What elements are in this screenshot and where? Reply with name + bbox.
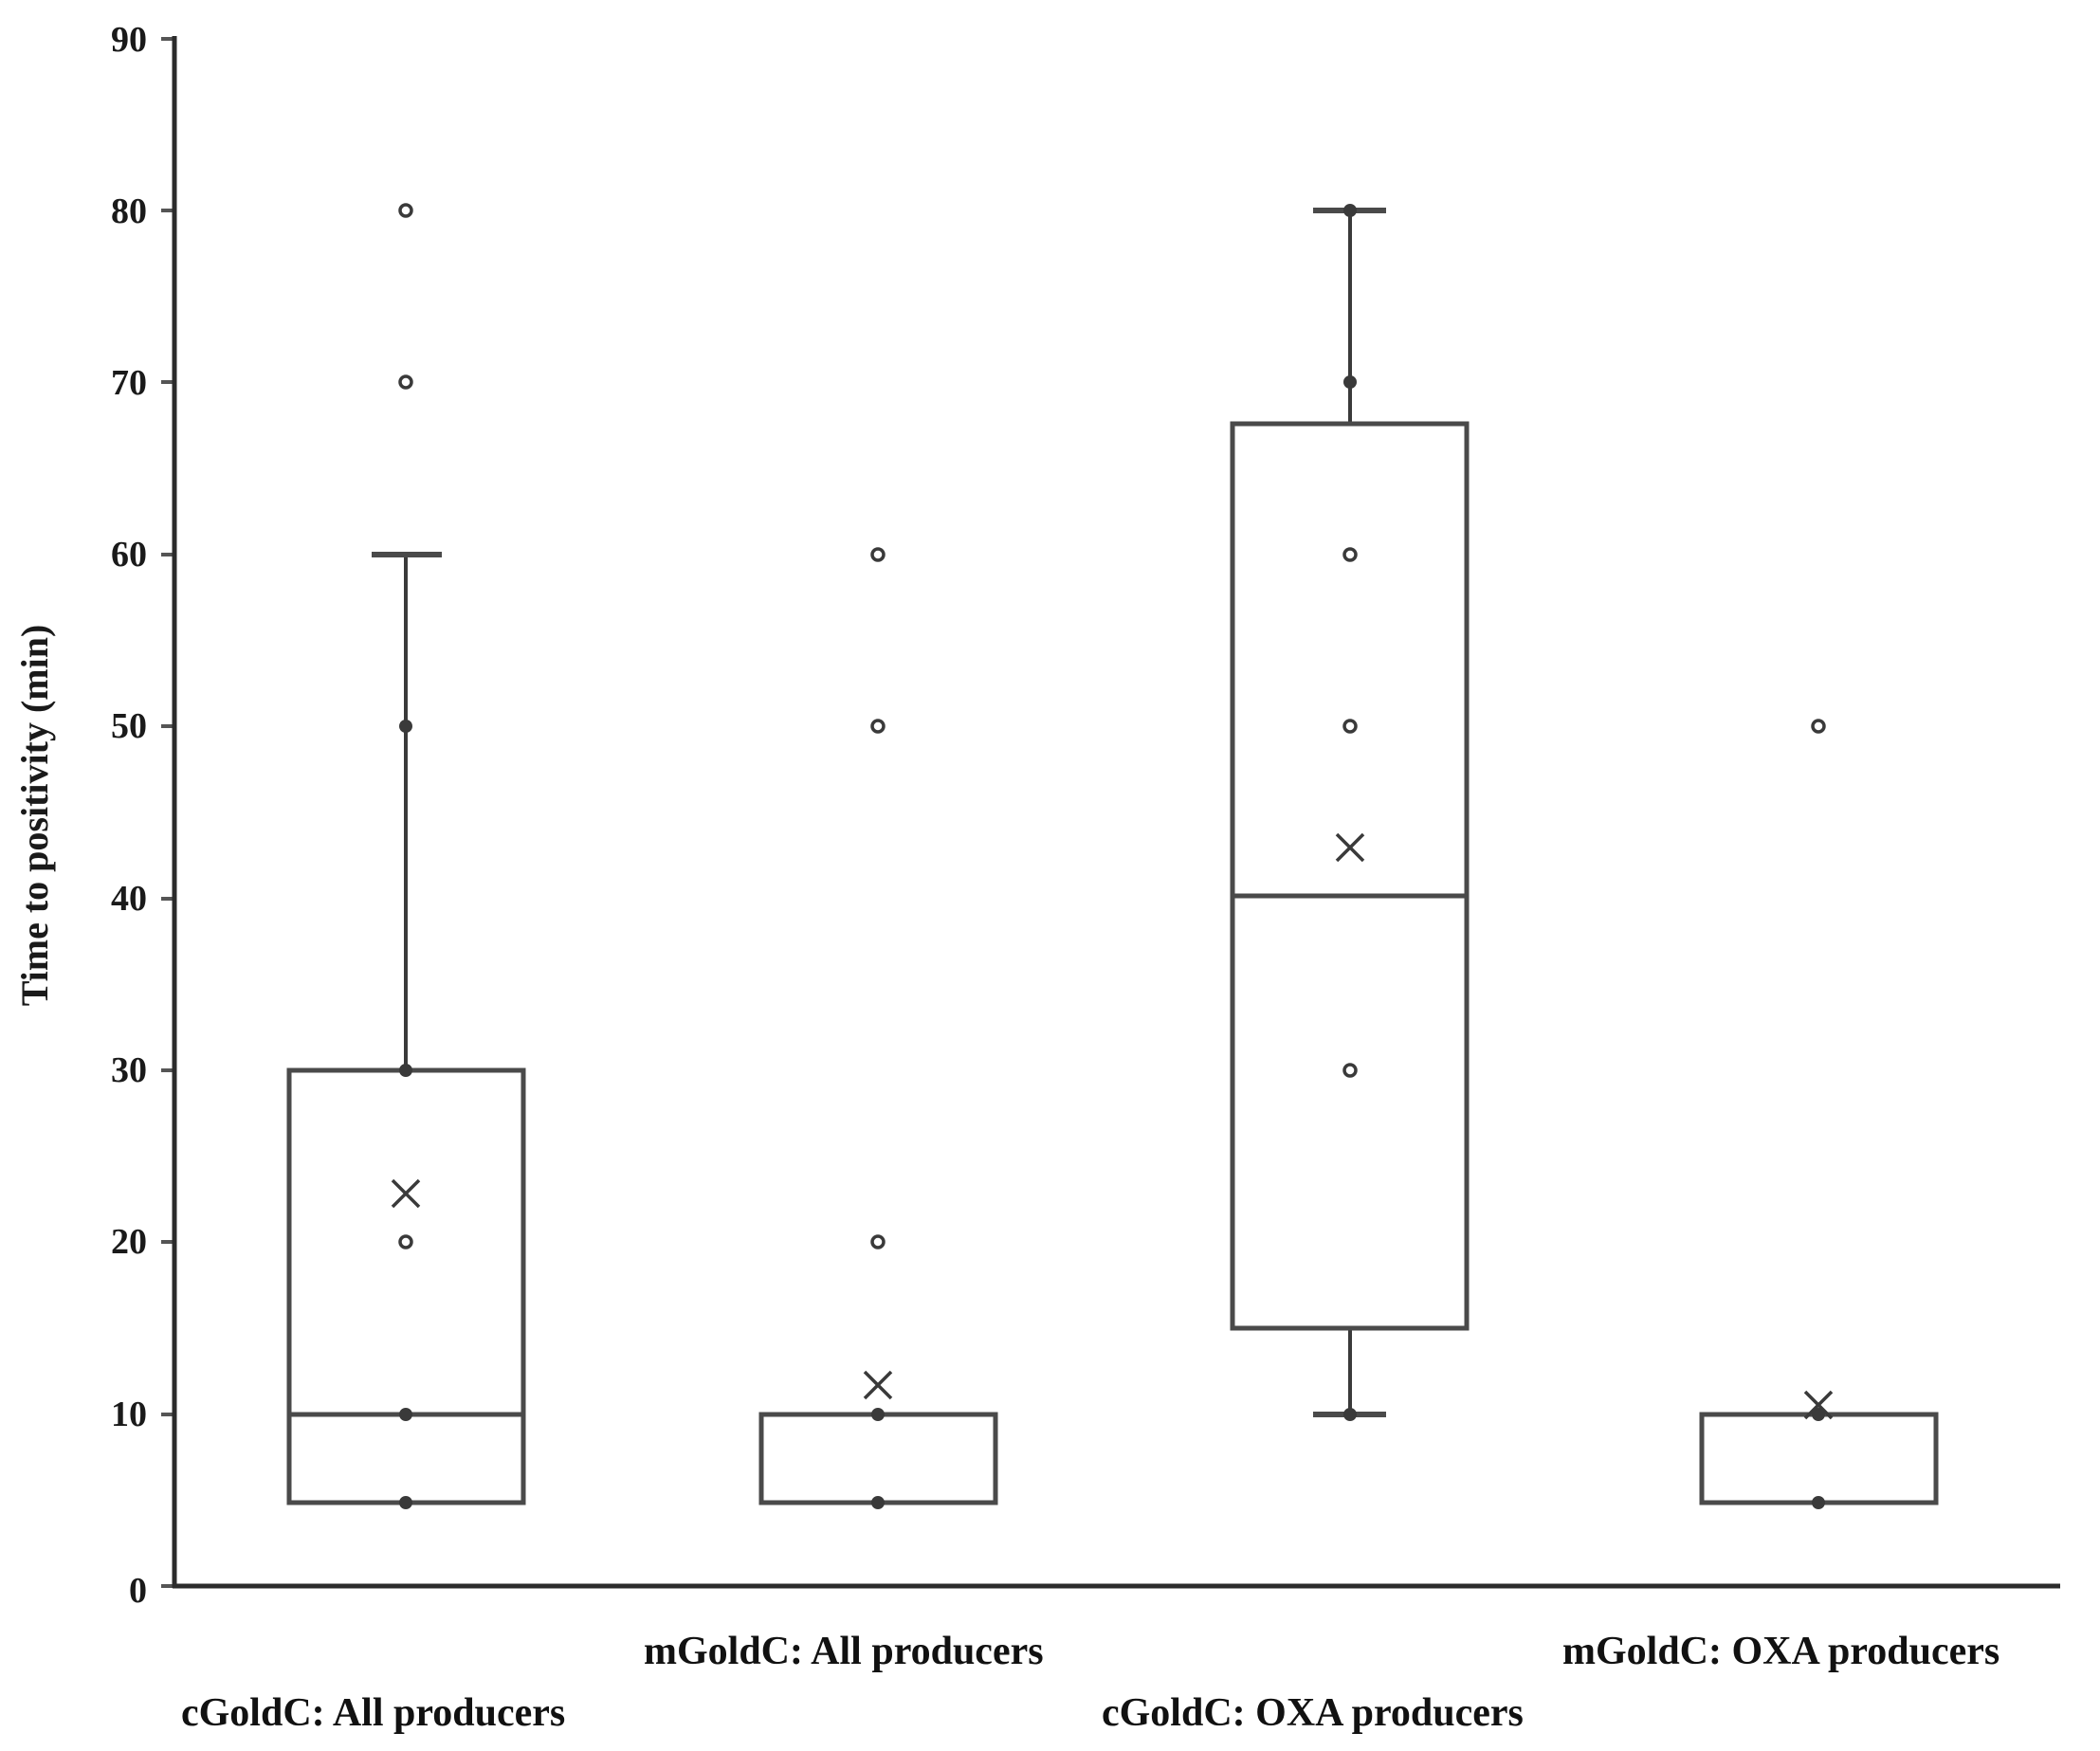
box-cgoldc-oxa [1230, 204, 1470, 1421]
y-tick-label: 0 [129, 1571, 147, 1611]
y-tick-label: 30 [111, 1050, 147, 1090]
mean-marker-icon [1803, 1390, 1834, 1420]
y-tick-label: 70 [111, 363, 147, 403]
mean-marker-icon [863, 1370, 893, 1400]
y-tick-labels: 90 80 70 60 50 40 30 20 10 0 [111, 20, 147, 1611]
y-axis-title: Time to positivity (min) [13, 625, 56, 1007]
y-tick-label: 90 [111, 20, 147, 60]
x-category-label: cGoldC: All producers [181, 1691, 565, 1735]
box-mgoldc-all [758, 547, 998, 1509]
x-category-label: mGoldC: All producers [644, 1630, 1044, 1673]
y-tick-label: 40 [111, 879, 147, 919]
box-cgoldc-all [286, 203, 526, 1509]
mean-marker-icon [391, 1178, 421, 1209]
mean-marker-icon [1335, 832, 1365, 863]
y-tick-label: 10 [111, 1395, 147, 1434]
box-mgoldc-oxa [1699, 719, 1939, 1509]
y-tick-label: 60 [111, 535, 147, 575]
y-tick-label: 20 [111, 1222, 147, 1262]
y-tick-label: 80 [111, 192, 147, 231]
x-category-label: cGoldC: OXA producers [1102, 1691, 1524, 1735]
x-category-label: mGoldC: OXA producers [1562, 1630, 2000, 1673]
y-tick-label: 50 [111, 706, 147, 746]
